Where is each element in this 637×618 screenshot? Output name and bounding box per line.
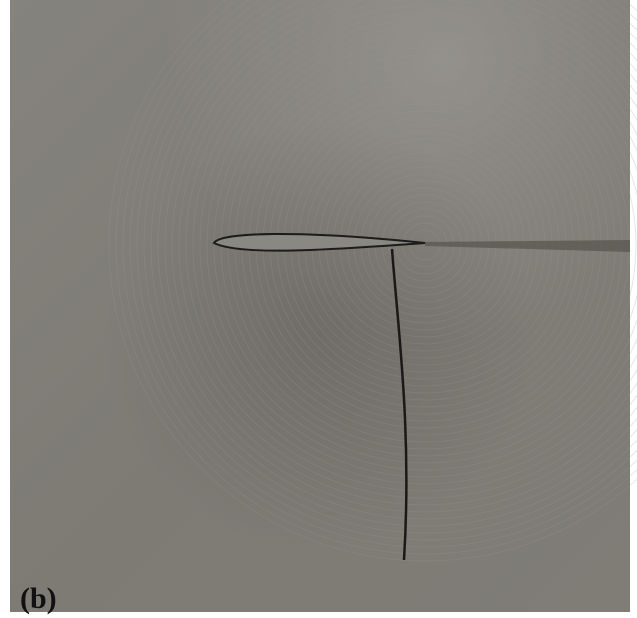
panel-label: (b) <box>20 582 57 615</box>
figure-panel: (b) <box>0 0 637 618</box>
page: (b) <box>0 0 637 618</box>
